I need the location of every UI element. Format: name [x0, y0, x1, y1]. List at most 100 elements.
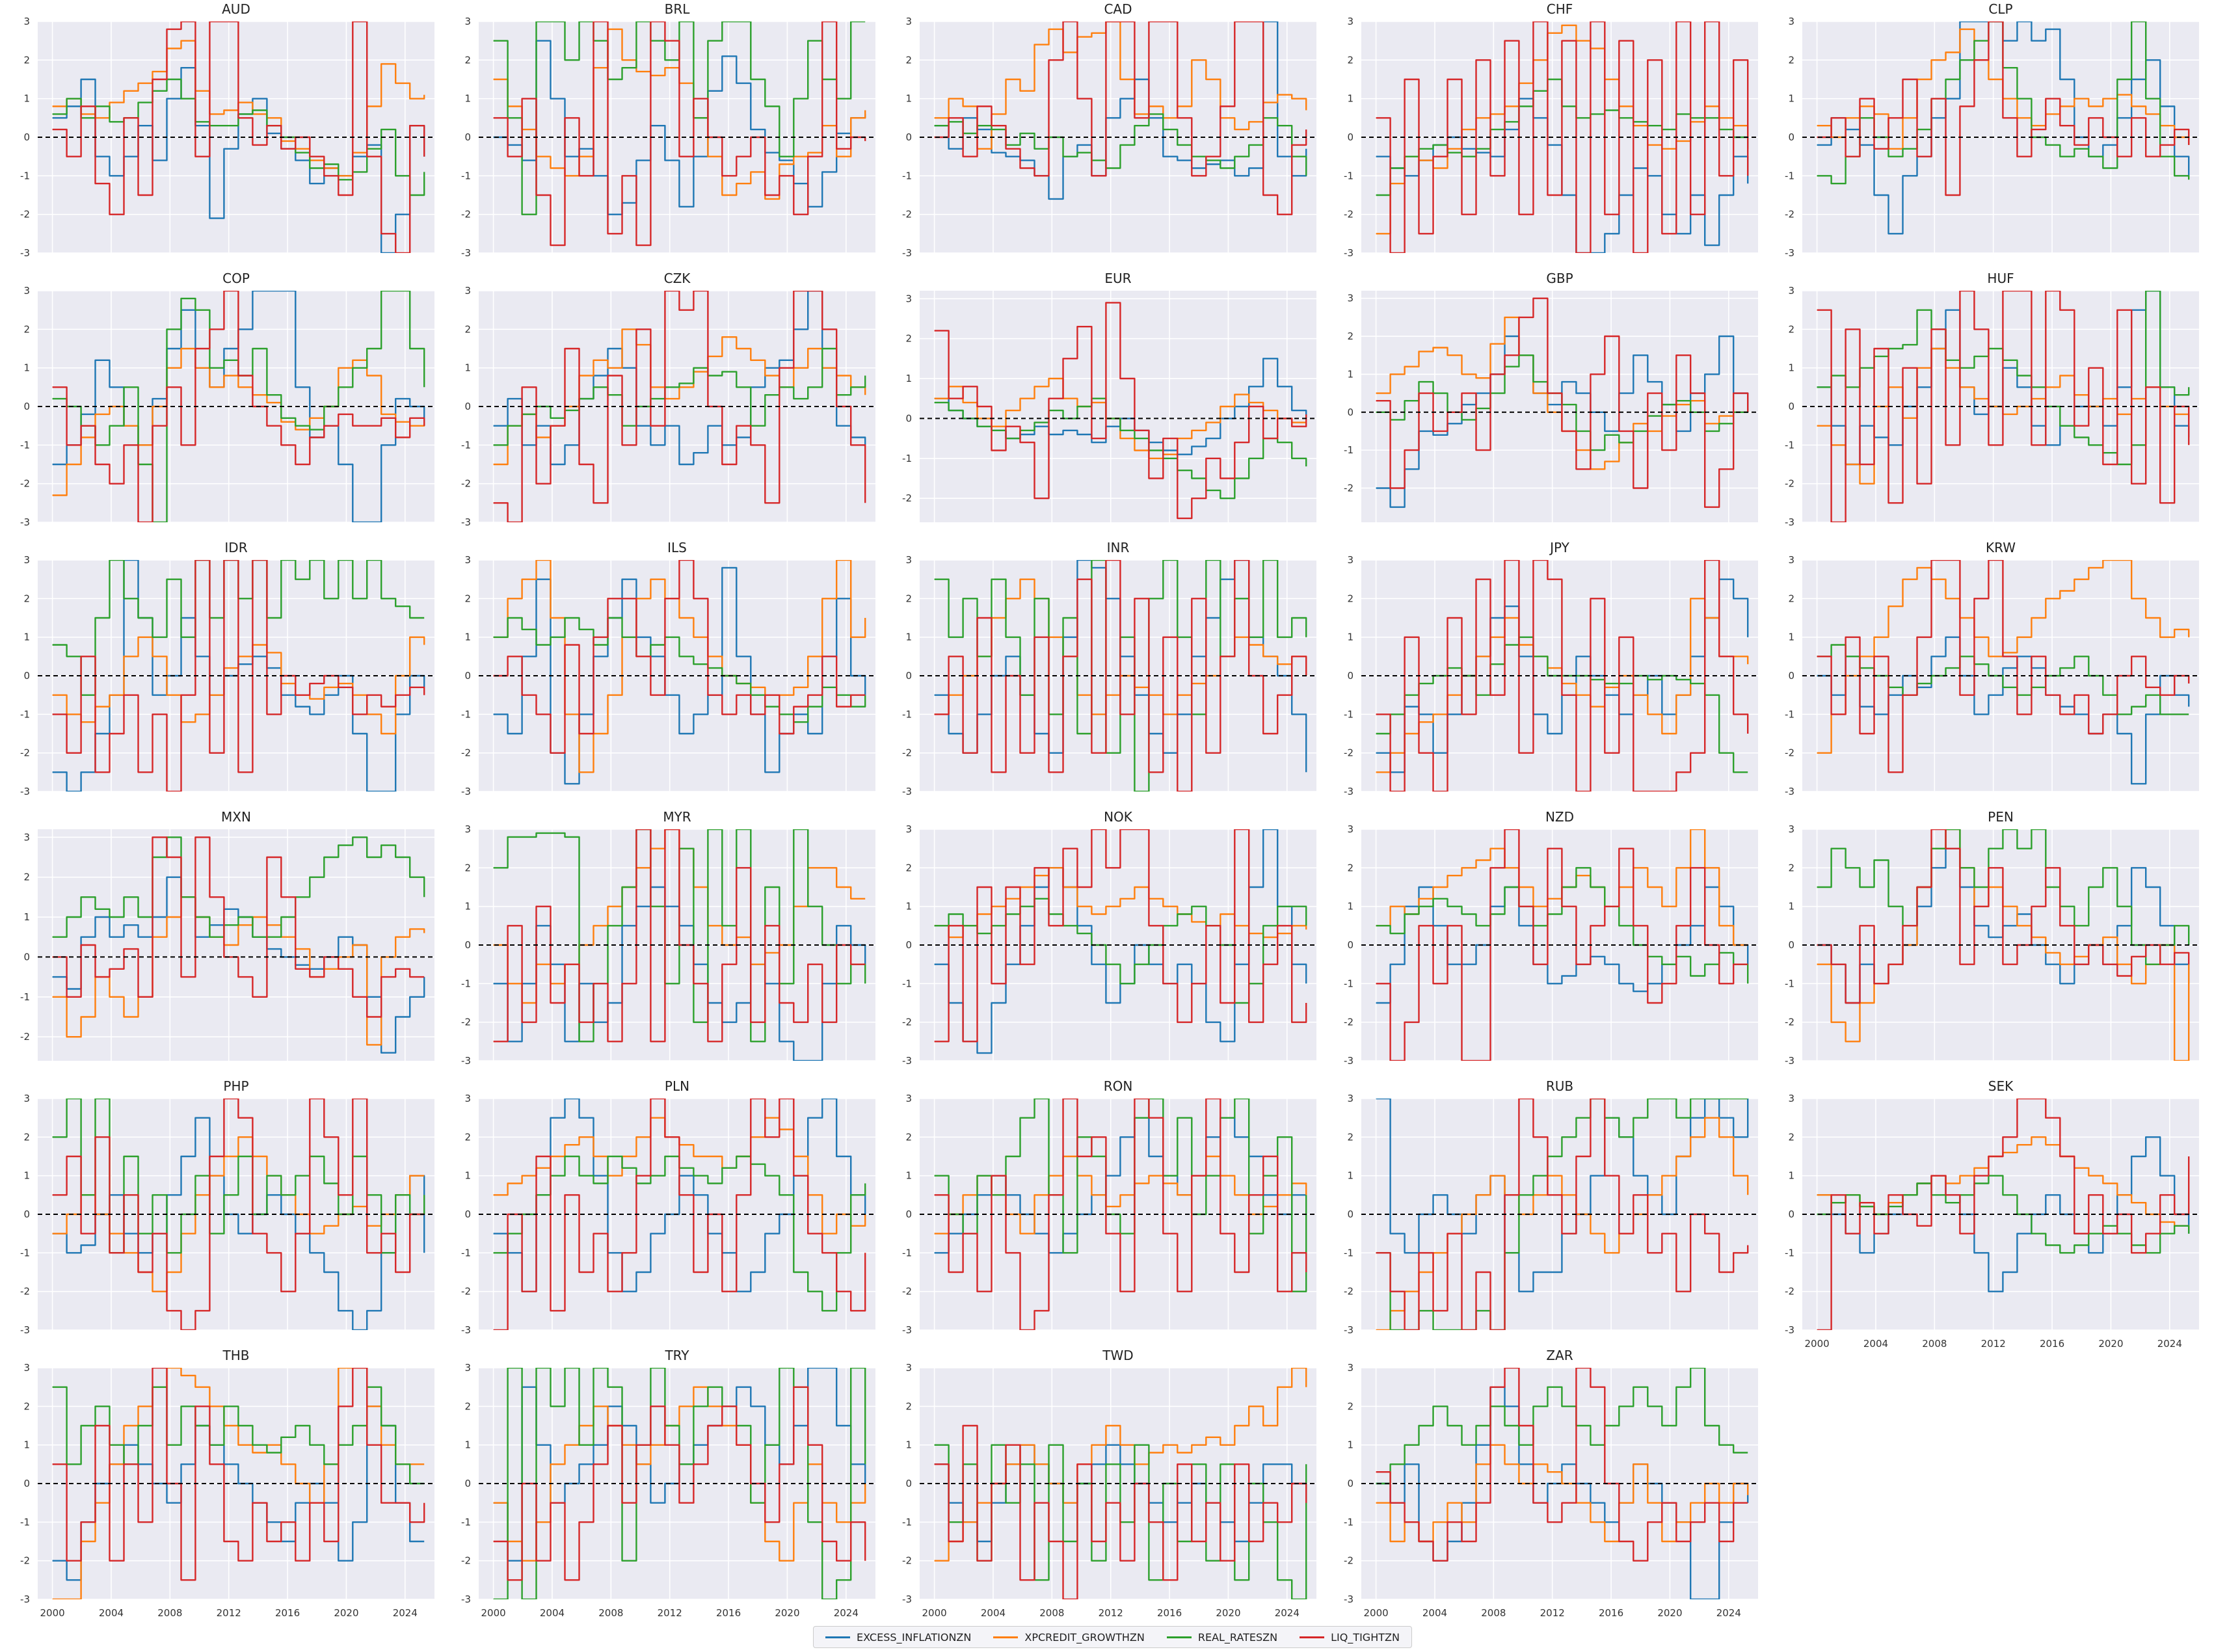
x-tick-label: 2000: [922, 1607, 946, 1619]
x-tick-label: 2020: [775, 1607, 799, 1619]
y-tick-label: 0: [905, 670, 912, 682]
series-group: [1817, 560, 2190, 785]
y-tick-label: 0: [905, 412, 912, 424]
panel-title: RON: [1104, 1078, 1133, 1094]
y-tick-label: 0: [23, 1208, 30, 1220]
y-tick-label: 3: [1788, 1093, 1794, 1104]
y-tick-label: 3: [905, 823, 912, 835]
x-tick-label: 2016: [2040, 1338, 2064, 1350]
x-tick-label: 2012: [658, 1607, 682, 1619]
y-tick-label: 3: [464, 1362, 471, 1374]
y-tick-label: -2: [1785, 478, 1794, 490]
series-line-liq_tightzn: [1817, 291, 2190, 522]
series-group: [1376, 829, 1749, 1061]
series-line-liq_tightzn: [1817, 560, 2190, 773]
series-line-excess_inflationzn: [1376, 886, 1749, 1004]
y-tick-label: -1: [20, 439, 30, 451]
y-tick-label: 3: [1347, 1093, 1354, 1104]
panel-title: CLP: [1988, 1, 2012, 17]
y-tick-label: 1: [23, 911, 30, 923]
series-line-liq_tightzn: [1817, 829, 2190, 1004]
x-tick-label: 2004: [981, 1607, 1006, 1619]
panel-chf: -3 -2 -1 0 1 2 3 CHF: [1344, 1, 1758, 259]
y-tick-label: 3: [905, 554, 912, 566]
y-tick-label: 1: [464, 362, 471, 374]
y-tick-label: 1: [1788, 901, 1794, 913]
legend-label: REAL_RATESZN: [1197, 1631, 1278, 1644]
y-tick-label: -1: [461, 1247, 471, 1259]
series-line-liq_tightzn: [1817, 21, 2190, 196]
x-tick-label: 2004: [99, 1607, 124, 1619]
panel-title: IDR: [224, 540, 247, 555]
series-group: [52, 1368, 425, 1599]
y-tick-label: -3: [1785, 247, 1794, 259]
y-tick-label: 1: [1788, 632, 1794, 643]
y-tick-label: -1: [1344, 708, 1354, 720]
panel-title: CHF: [1547, 1, 1573, 17]
series-group: [52, 836, 425, 1054]
x-tick-label: 2008: [1481, 1607, 1506, 1619]
y-tick-label: 2: [1788, 54, 1794, 66]
y-tick-label: -1: [1344, 170, 1354, 181]
series-line-liq_tightzn: [1817, 1099, 2190, 1330]
x-tick-label: 2000: [1804, 1338, 1829, 1350]
y-tick-label: -1: [1344, 978, 1354, 989]
y-tick-label: 2: [1788, 323, 1794, 335]
y-tick-label: 2: [23, 54, 30, 66]
series-line-real_rateszn: [493, 617, 866, 723]
y-tick-label: 2: [1347, 1131, 1354, 1143]
y-tick-label: 2: [905, 333, 912, 345]
y-tick-label: -3: [20, 247, 30, 259]
series-line-excess_inflationzn: [52, 1117, 425, 1330]
y-tick-label: -3: [461, 516, 471, 528]
series-group: [493, 560, 866, 785]
series-line-liq_tightzn: [1376, 297, 1749, 508]
y-tick-label: 3: [23, 1362, 30, 1374]
y-tick-label: -2: [1785, 1286, 1794, 1298]
series-line-liq_tightzn: [934, 302, 1307, 520]
y-tick-label: -3: [902, 247, 912, 259]
x-tick-label: 2024: [393, 1607, 418, 1619]
x-tick-label: 2016: [1599, 1607, 1623, 1619]
y-tick-label: 0: [1788, 939, 1794, 951]
legend-swatch: [825, 1636, 850, 1638]
y-tick-label: 1: [905, 901, 912, 913]
y-tick-label: -2: [902, 1286, 912, 1298]
series-group: [934, 302, 1307, 520]
panel-twd: -3 -2 -1 0 1 2 3 2000 2004 2008 2012 2016 2020 2024 TW…: [902, 1348, 1316, 1619]
y-tick-label: 3: [905, 1093, 912, 1104]
y-tick-label: 2: [1347, 593, 1354, 604]
series-line-real_rateszn: [1376, 1368, 1748, 1485]
series-line-liq_tightzn: [493, 829, 866, 1043]
y-tick-label: -2: [20, 209, 30, 220]
y-tick-label: -1: [902, 978, 912, 989]
y-tick-label: 3: [1788, 823, 1794, 835]
y-tick-label: -2: [1344, 1017, 1354, 1028]
panel-myr: -3 -2 -1 0 1 2 3 MYR: [461, 809, 875, 1067]
panel-nzd: -3 -2 -1 0 1 2 3 NZD: [1344, 809, 1758, 1067]
y-tick-label: -1: [461, 708, 471, 720]
y-tick-label: -2: [1344, 482, 1354, 494]
y-tick-label: 2: [1347, 862, 1354, 873]
x-tick-label: 2008: [157, 1607, 182, 1619]
y-tick-label: 2: [905, 862, 912, 873]
x-tick-label: 2016: [716, 1607, 741, 1619]
panel-title: MYR: [663, 809, 691, 825]
panel-title: AUD: [222, 1, 250, 17]
y-tick-label: 1: [464, 1439, 471, 1451]
y-tick-label: -3: [1344, 1324, 1354, 1336]
y-tick-label: 2: [1347, 54, 1354, 66]
y-tick-label: 2: [1347, 1400, 1354, 1412]
y-tick-label: -1: [902, 1516, 912, 1528]
x-tick-label: 2020: [1657, 1607, 1682, 1619]
y-tick-label: -3: [1785, 516, 1794, 528]
x-tick-label: 2012: [217, 1607, 241, 1619]
y-tick-label: 2: [905, 54, 912, 66]
series-line-liq_tightzn: [493, 1386, 866, 1581]
panel-title: GBP: [1546, 271, 1573, 286]
y-tick-label: -2: [461, 1017, 471, 1028]
y-tick-label: 2: [464, 1131, 471, 1143]
y-tick-label: 2: [23, 323, 30, 335]
y-tick-label: 1: [905, 93, 912, 105]
y-tick-label: 1: [905, 632, 912, 643]
